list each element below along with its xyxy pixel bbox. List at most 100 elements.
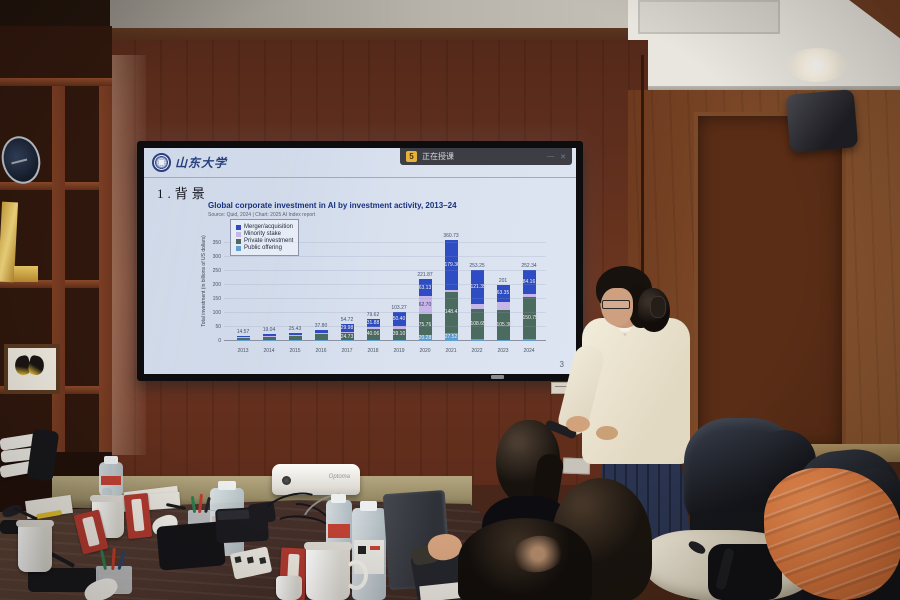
- bar-column: 79.62 40.06 31.88: [360, 312, 386, 341]
- x-tick-label: 2018: [367, 347, 379, 354]
- legend-label: Public offering: [244, 245, 282, 251]
- bar-segment: [262, 334, 276, 336]
- x-tick-label: 2017: [341, 347, 353, 354]
- bar-segment: [236, 336, 250, 338]
- bar-total-label: 201: [498, 277, 508, 284]
- bar-segment: [470, 303, 484, 309]
- ceiling-spotlight: [786, 48, 848, 82]
- university-logo: 山东大学: [152, 153, 227, 172]
- bar-segment: 148.4: [444, 291, 458, 334]
- bar-segment: [522, 339, 536, 341]
- bar-segment: [496, 302, 510, 311]
- bar-segment: [314, 333, 328, 340]
- chart-source: Source: Quid, 2024 | Chart: 2025 AI Inde…: [208, 211, 316, 218]
- bar-segment: 121.35: [470, 269, 486, 304]
- bars: 14.57 19.04 25.43 37.80 54.72 24.73 29.98 79.62…: [230, 233, 542, 341]
- bar-total-label: 103.27: [391, 304, 407, 311]
- legend-swatch-icon: [236, 238, 241, 244]
- chart-legend: Merger/acquisition Minority stake Private …: [230, 219, 300, 256]
- legend-item: Public offering: [236, 245, 293, 251]
- name-tent-2: [123, 492, 153, 540]
- bar-column: 37.80: [308, 323, 334, 341]
- y-tick-label: 250: [212, 267, 221, 274]
- x-tick-label: 2016: [315, 347, 327, 354]
- page-number: 3: [559, 360, 564, 369]
- slide-header-divider: [144, 177, 576, 178]
- projector: Optoma: [272, 464, 360, 495]
- wall-speaker: [785, 89, 859, 153]
- x-tick-label: 2022: [471, 347, 483, 354]
- bottle-cap-3: [331, 494, 346, 503]
- bar-segment: 108.65: [470, 308, 486, 340]
- bar-stack: 27.52 148.4 179.36: [444, 239, 460, 341]
- y-tick-label: 100: [212, 309, 221, 316]
- wall-recessed-panel: [694, 112, 846, 452]
- toolbar-label: 正在授课: [422, 152, 454, 161]
- bar-segment: [288, 335, 302, 340]
- display-shelf: [0, 26, 112, 486]
- chart-title: Global corporate investment in AI by inv…: [208, 201, 457, 210]
- bar-stack: 105.30 63.35: [496, 284, 512, 341]
- presenter-face: [601, 288, 633, 326]
- mug-lid: [16, 520, 54, 527]
- x-tick-labels: 2013 2014 2015 2016 2017 2018 2019 2020 2021 2022…: [230, 348, 542, 354]
- small-cup: [276, 576, 302, 600]
- bar-segment: [262, 336, 276, 340]
- y-tick-label: 50: [215, 323, 221, 330]
- bottle-label: [101, 476, 121, 485]
- gridline: [224, 311, 546, 313]
- x-tick-label: 2021: [445, 347, 457, 354]
- wall-seam: [641, 55, 644, 470]
- bar-segment: [522, 293, 536, 298]
- x-tick-label: 2023: [497, 347, 509, 354]
- bar-segment: 150.75: [522, 297, 538, 340]
- bar-segment: [262, 340, 276, 341]
- x-tick-label: 2013: [237, 347, 249, 354]
- university-name: 山东大学: [175, 156, 228, 170]
- bar-segment: 39.10: [392, 328, 406, 340]
- legend-label: Private investment: [244, 238, 294, 244]
- bar-stack: 40.06 31.88: [366, 318, 380, 341]
- x-tick-label: 2019: [393, 347, 405, 354]
- chart: Global corporate investment in AI by inv…: [201, 201, 568, 370]
- toolbar-badge: 5: [406, 151, 417, 162]
- bar-segment: [314, 340, 328, 341]
- bar-segment: [314, 329, 328, 334]
- legend-label: Merger/acquisition: [244, 224, 294, 230]
- legend-item: Minority stake: [236, 231, 293, 237]
- x-axis-line: [224, 339, 546, 341]
- qr-code-icon: [358, 546, 366, 554]
- y-tick-label: 150: [212, 295, 221, 302]
- gridline: [224, 269, 546, 271]
- bar-column: 19.04: [256, 327, 282, 341]
- bar-segment: 75.76: [418, 313, 432, 336]
- bar-segment: 63.35: [496, 284, 510, 303]
- tv-screen: 山东大学 1.背景 5 正在授课 — ✕ Global corporate in…: [137, 141, 583, 381]
- bar-segment: [366, 327, 380, 329]
- legend-item: Private investment: [236, 238, 293, 244]
- bar-segment: 105.30: [496, 310, 512, 340]
- bar-stack: 108.65 121.35: [470, 269, 486, 341]
- bar-stack: 20.28 75.76 62.70 63.13: [418, 278, 432, 341]
- bar-column: 14.57: [230, 329, 256, 341]
- hair-claw-clip: [650, 296, 666, 318]
- mug-large-lid: [304, 542, 352, 550]
- presenter-hand-left: [596, 426, 618, 440]
- bar-column: 25.43: [282, 326, 308, 341]
- legend-swatch-icon: [236, 245, 241, 251]
- gridline: [224, 283, 546, 285]
- legend-label: Minority stake: [244, 231, 282, 237]
- bar-segment: [314, 333, 328, 334]
- bar-total-label: 25.43: [288, 326, 302, 333]
- bar-segment: 20.28: [418, 334, 432, 341]
- bar-stack: [262, 334, 276, 341]
- butterfly-specimen-frame: [4, 344, 60, 394]
- bar-segment: [288, 334, 302, 336]
- bar-segment: 84.16: [522, 270, 536, 294]
- bottle-label-mark: [370, 546, 380, 550]
- orange-puffer-jacket: [764, 468, 900, 600]
- bar-segment: [288, 340, 302, 341]
- gridline: [224, 255, 546, 257]
- bar-segment: [236, 340, 250, 341]
